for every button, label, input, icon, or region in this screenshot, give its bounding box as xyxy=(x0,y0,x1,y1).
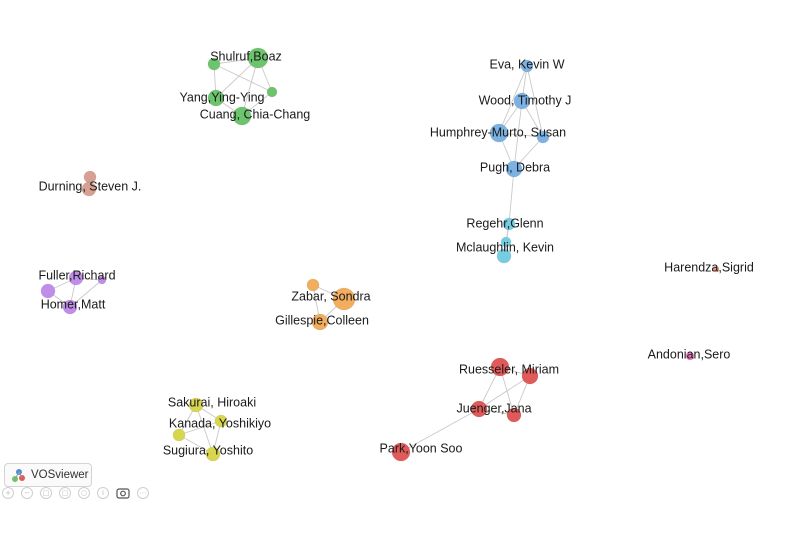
network-node[interactable] xyxy=(536,130,550,144)
node-label[interactable]: Sakurai, Hiroaki xyxy=(168,395,256,409)
node-label[interactable]: Park,Yoon Soo xyxy=(380,441,463,455)
zoom-in-icon[interactable]: + xyxy=(2,487,14,499)
network-node[interactable] xyxy=(502,217,516,231)
network-node[interactable] xyxy=(266,86,278,98)
node-label[interactable]: Eva, Kevin W xyxy=(489,57,564,71)
network-node[interactable] xyxy=(520,59,534,73)
node-label[interactable]: Shulruf,Boaz xyxy=(210,49,282,63)
network-node[interactable] xyxy=(496,248,512,264)
network-node[interactable] xyxy=(513,92,531,110)
network-node[interactable] xyxy=(97,275,107,285)
network-node[interactable] xyxy=(470,400,488,418)
node-label[interactable]: Pugh, Debra xyxy=(480,160,550,174)
network-node[interactable] xyxy=(500,236,512,248)
network-node[interactable] xyxy=(521,367,539,385)
node-layer xyxy=(40,47,720,462)
node-label[interactable]: Regehr,Glenn xyxy=(466,216,543,230)
fit-icon[interactable]: □ xyxy=(40,487,52,499)
node-label[interactable]: Sugiura, Yoshito xyxy=(163,443,253,457)
node-label[interactable]: Gillespie,Colleen xyxy=(275,313,369,327)
zoom-out-icon[interactable]: − xyxy=(21,487,33,499)
network-edge xyxy=(498,65,528,134)
network-node[interactable] xyxy=(207,57,221,71)
search-icon[interactable]: ○ xyxy=(78,487,90,499)
node-label[interactable]: Harendza,Sigrid xyxy=(664,260,754,274)
network-edge xyxy=(241,57,259,117)
network-node[interactable] xyxy=(232,106,252,126)
node-label[interactable]: Mclaughlin, Kevin xyxy=(456,240,554,254)
vosviewer-brand: VOSviewer xyxy=(31,469,89,481)
node-label[interactable]: Cuang, Chia-Chang xyxy=(200,107,311,121)
network-node[interactable] xyxy=(489,123,509,143)
node-label[interactable]: Andonian,Sero xyxy=(648,347,731,361)
node-label[interactable]: Humphrey-Murto, Susan xyxy=(430,125,566,139)
network-node[interactable] xyxy=(68,270,84,286)
network-node[interactable] xyxy=(207,89,225,107)
network-node[interactable] xyxy=(188,397,204,413)
node-label[interactable]: Fuller,Richard xyxy=(38,268,115,282)
network-edge xyxy=(508,168,515,225)
network-edge xyxy=(213,63,273,93)
network-node[interactable] xyxy=(712,265,720,273)
network-node[interactable] xyxy=(311,313,329,331)
node-label[interactable]: Kanada, Yoshikiyo xyxy=(169,416,271,430)
map-toolbar: + − □ ▢ ○ i ⋯ xyxy=(0,486,149,500)
vosviewer-logo-icon xyxy=(12,469,25,482)
screenshot-icon[interactable]: ▢ xyxy=(59,487,71,499)
network-edge xyxy=(178,420,222,436)
network-node[interactable] xyxy=(685,351,695,361)
info-icon[interactable]: i xyxy=(97,487,109,499)
network-node[interactable] xyxy=(247,47,269,69)
node-label[interactable]: Zabar, Sondra xyxy=(291,289,370,303)
node-label[interactable]: Homer,Matt xyxy=(41,297,106,311)
label-layer: Shulruf,Boaz Yang,Ying-Ying Cuang, Chia-Ch… xyxy=(38,49,753,457)
node-label[interactable]: Durning, Steven J. xyxy=(39,179,142,193)
node-label[interactable]: Yang,Ying-Ying xyxy=(179,90,264,104)
network-node[interactable] xyxy=(172,428,186,442)
vosviewer-badge[interactable]: VOSviewer xyxy=(4,463,92,487)
node-label[interactable]: Wood, Timothy J xyxy=(479,93,572,107)
network-edge xyxy=(400,408,480,453)
node-label[interactable]: Juenger,Jana xyxy=(456,401,531,415)
network-edge xyxy=(478,375,531,410)
network-node[interactable] xyxy=(81,181,97,197)
network-node[interactable] xyxy=(391,442,411,462)
more-icon[interactable]: ⋯ xyxy=(137,487,149,499)
network-node[interactable] xyxy=(306,278,320,292)
network-node[interactable] xyxy=(332,287,356,311)
network-node[interactable] xyxy=(205,446,221,462)
network-node[interactable] xyxy=(505,160,523,178)
node-label[interactable]: Ruesseler, Miriam xyxy=(459,362,559,376)
camera-icon[interactable] xyxy=(116,487,130,499)
network-node[interactable] xyxy=(40,283,56,299)
network-node[interactable] xyxy=(490,357,510,377)
network-node[interactable] xyxy=(506,407,522,423)
network-edge xyxy=(195,404,214,455)
network-node[interactable] xyxy=(62,299,78,315)
network-node[interactable] xyxy=(214,414,228,428)
network-edge xyxy=(526,65,544,138)
